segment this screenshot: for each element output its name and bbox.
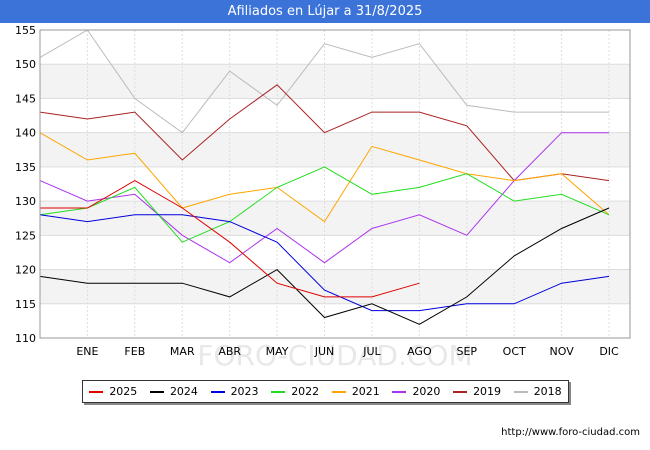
legend-swatch bbox=[513, 390, 528, 393]
background-band bbox=[40, 269, 630, 304]
x-tick-label: ABR bbox=[218, 345, 241, 358]
y-tick-label: 145 bbox=[15, 92, 36, 105]
x-tick-label: JUN bbox=[314, 345, 335, 358]
x-tick-label: DIC bbox=[599, 345, 619, 358]
background-band bbox=[40, 64, 630, 99]
legend-label: 2021 bbox=[351, 385, 380, 398]
y-tick-label: 110 bbox=[15, 332, 36, 345]
series-line-2021 bbox=[39, 132, 610, 223]
legend-swatch bbox=[331, 390, 346, 393]
y-tick-label: 135 bbox=[15, 161, 36, 174]
legend-item-2024: 2024 bbox=[149, 385, 198, 398]
legend: 2025 2024 2023 2022 2021 2020 2019 2018 bbox=[82, 380, 569, 403]
x-tick-label: NOV bbox=[550, 345, 575, 358]
plot-frame bbox=[39, 29, 631, 339]
chart-title: Afiliados en Lújar a 31/8/2025 bbox=[0, 0, 650, 23]
x-tick-label: SEP bbox=[456, 345, 477, 358]
x-tick-label: ENE bbox=[76, 345, 98, 358]
legend-swatch bbox=[392, 390, 407, 393]
y-tick-label: 155 bbox=[15, 24, 36, 37]
legend-swatch bbox=[149, 390, 164, 393]
x-tick-label: MAR bbox=[170, 345, 195, 358]
y-tick-label: 140 bbox=[15, 127, 36, 140]
x-tick-label: MAY bbox=[266, 345, 289, 358]
legend-item-2020: 2020 bbox=[392, 385, 440, 398]
y-tick-label: 120 bbox=[15, 264, 36, 277]
legend-swatch bbox=[210, 390, 225, 393]
legend-label: 2020 bbox=[412, 385, 441, 398]
legend-label: 2019 bbox=[473, 385, 502, 398]
y-axis-ticks: 110 115 120 125 130 135 140 145 150 155 bbox=[15, 24, 36, 345]
x-tick-label: AGO bbox=[407, 345, 432, 358]
x-tick-label: OCT bbox=[503, 345, 526, 358]
legend-item-2018: 2018 bbox=[513, 385, 562, 398]
legend-swatch bbox=[271, 390, 286, 393]
series-line-2018 bbox=[39, 29, 609, 134]
background-band bbox=[40, 98, 630, 133]
line-chart: FORO-CIUDAD.COM 110 115 120 125 130 135 140 145… bbox=[15, 24, 631, 372]
source-link[interactable]: http://www.foro-ciudad.com bbox=[501, 427, 640, 438]
series-line-2024 bbox=[39, 207, 610, 325]
y-tick-label: 130 bbox=[15, 195, 36, 208]
legend-item-2023: 2023 bbox=[210, 385, 259, 398]
watermark: FORO-CIUDAD.COM bbox=[197, 339, 472, 372]
background-band bbox=[40, 201, 630, 236]
legend-item-2022: 2022 bbox=[271, 385, 319, 398]
background-band bbox=[40, 132, 630, 167]
legend-swatch bbox=[453, 390, 468, 393]
legend-label: 2025 bbox=[109, 385, 138, 398]
series-line-2023 bbox=[39, 214, 610, 312]
background-band bbox=[40, 303, 630, 338]
series-line-2022 bbox=[39, 166, 610, 243]
legend-item-2025: 2025 bbox=[89, 385, 137, 398]
background-band bbox=[40, 235, 630, 270]
x-axis-ticks: ENE FEB MAR ABR MAY JUN JUL AGO SEP OCT NOV DIC bbox=[76, 345, 619, 358]
series-line-2025 bbox=[40, 180, 420, 298]
y-tick-label: 125 bbox=[15, 229, 36, 242]
legend-label: 2022 bbox=[291, 385, 320, 398]
legend-label: 2024 bbox=[169, 385, 198, 398]
y-tick-label: 115 bbox=[15, 298, 36, 311]
legend-item-2019: 2019 bbox=[453, 385, 501, 398]
y-tick-label: 150 bbox=[15, 58, 36, 71]
legend-label: 2023 bbox=[230, 385, 259, 398]
x-tick-label: JUL bbox=[362, 345, 381, 358]
series-lines bbox=[39, 29, 610, 325]
x-tick-label: FEB bbox=[124, 345, 145, 358]
legend-label: 2018 bbox=[533, 385, 562, 398]
legend-swatch bbox=[89, 390, 104, 393]
legend-item-2021: 2021 bbox=[331, 385, 380, 398]
